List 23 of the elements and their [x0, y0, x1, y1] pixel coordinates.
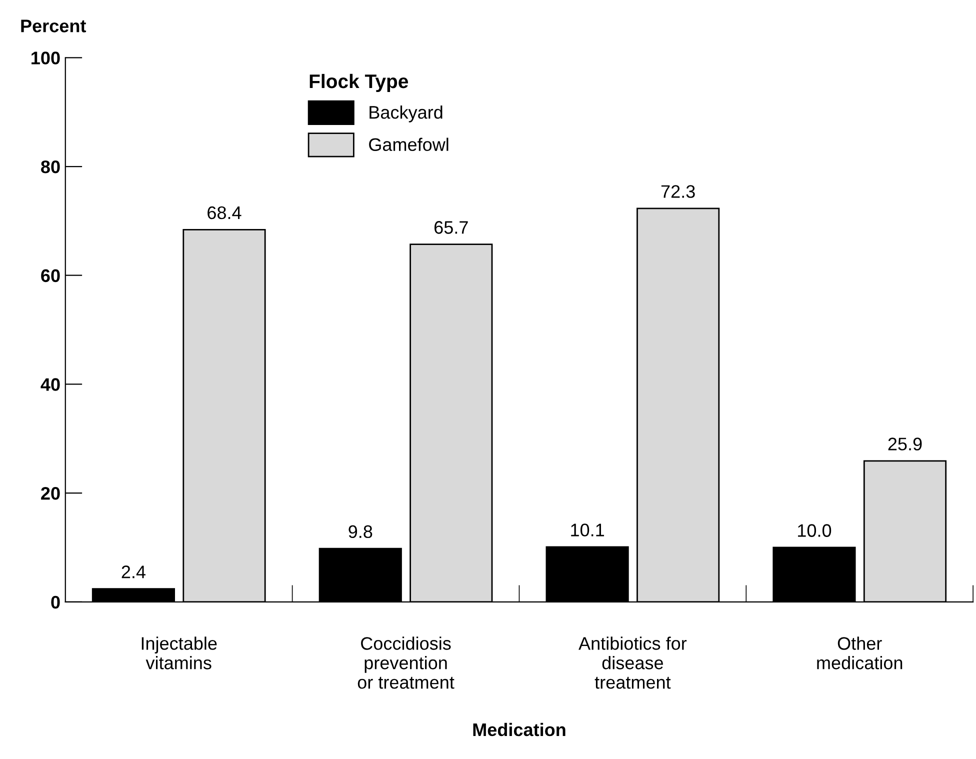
legend-label: Backyard	[370, 106, 442, 122]
y-tick-label: 80	[41, 160, 60, 174]
x-axis-title: Medication	[473, 722, 566, 736]
y-tick-label: 20	[41, 486, 60, 500]
x-tick-label: Antibiotics for disease treatment	[578, 636, 687, 689]
data-label: 25.9	[888, 438, 922, 450]
legend-label: Gamefowl	[369, 138, 448, 152]
data-label: 9.8	[348, 525, 372, 538]
y-tick-label: 100	[32, 52, 60, 64]
data-label: 2.4	[122, 566, 146, 578]
x-tick-label: Injectable vitamins	[142, 636, 217, 670]
legend-title: Flock Type	[310, 74, 408, 92]
data-label: 65.7	[434, 221, 468, 234]
y-tick-label: 0	[51, 596, 60, 609]
data-label: 68.4	[208, 206, 242, 220]
x-tick-label: Coccidiosis prevention or treatment	[358, 636, 454, 689]
x-tick-label: Other medication	[817, 636, 902, 670]
data-label: 10.0	[798, 524, 832, 537]
data-label: 10.1	[571, 524, 604, 536]
y-tick-label: 40	[40, 378, 60, 391]
data-label: 72.3	[661, 185, 695, 198]
y-axis-title: Percent	[21, 20, 86, 32]
y-tick-label: 60	[41, 269, 60, 282]
